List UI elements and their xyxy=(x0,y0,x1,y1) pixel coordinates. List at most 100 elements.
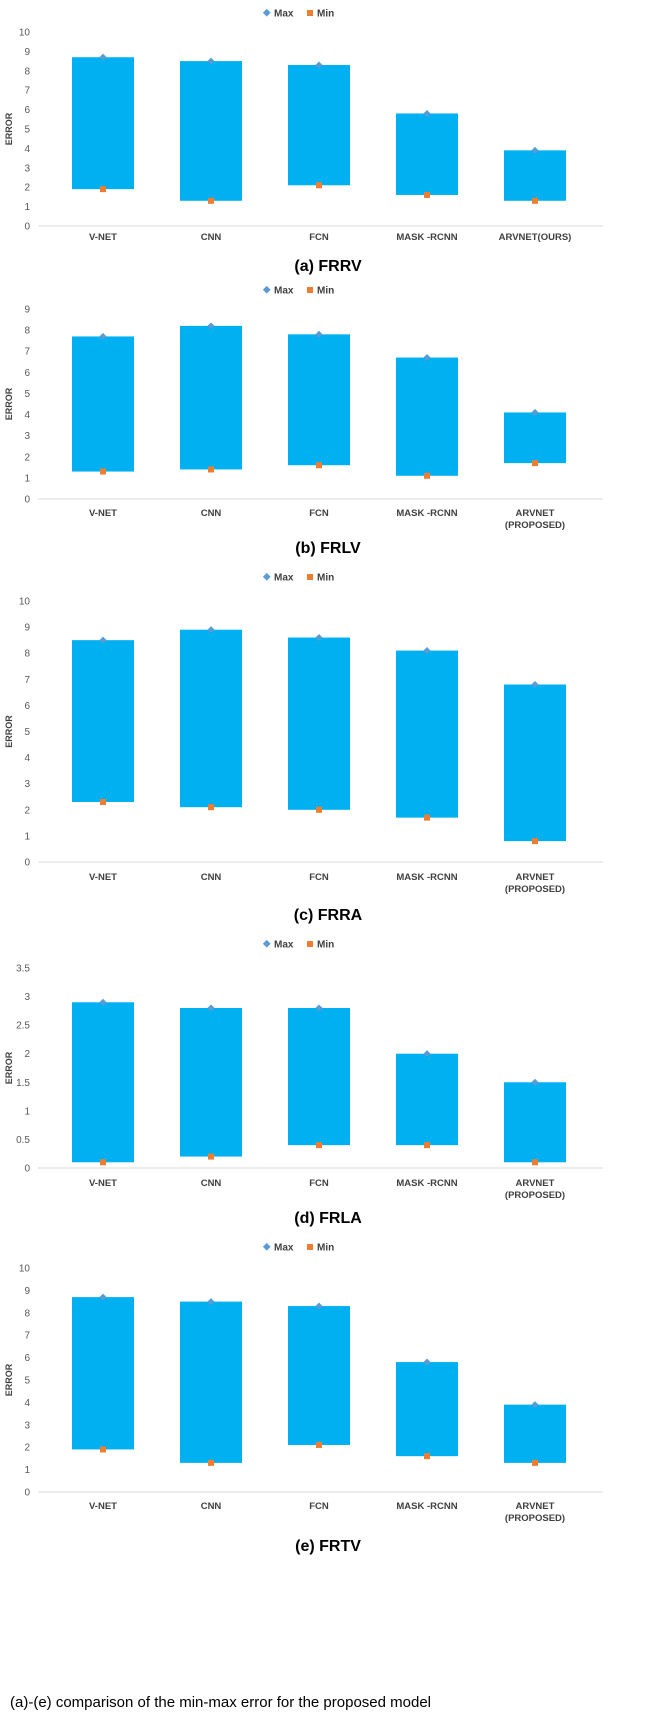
x-category-label: MASK -RCNN xyxy=(396,872,457,883)
y-tick-label: 2 xyxy=(24,805,30,816)
y-tick-label: 0 xyxy=(24,222,30,233)
range-bar-5 xyxy=(504,412,566,464)
range-bar-4 xyxy=(396,1362,458,1457)
y-tick-label: 9 xyxy=(24,1286,30,1297)
y-tick-label: 4 xyxy=(24,1398,30,1409)
x-category-label: FCN xyxy=(309,872,329,883)
max-marker-2 xyxy=(207,322,215,330)
legend-max-label: Max xyxy=(274,940,294,951)
range-bar-2 xyxy=(180,1008,242,1157)
y-tick-label: 9 xyxy=(24,305,30,316)
y-tick-label: 0 xyxy=(24,1488,30,1499)
max-marker-1 xyxy=(99,332,107,340)
y-tick-label: 4 xyxy=(24,144,30,155)
min-marker-2 xyxy=(208,197,214,204)
x-category-label: ARVNET (PROPOSED) xyxy=(505,1178,565,1201)
min-marker-4 xyxy=(424,814,430,821)
y-tick-label: 4 xyxy=(24,753,30,764)
x-category-label: FCN xyxy=(309,508,329,519)
legend-max-marker xyxy=(262,572,271,581)
x-category-label: FCN xyxy=(309,1178,329,1189)
max-marker-5 xyxy=(531,680,539,689)
legend-max-label: Max xyxy=(274,573,294,584)
y-tick-label: 1 xyxy=(24,1465,30,1476)
y-tick-label: 3 xyxy=(24,163,30,174)
legend: Max Min xyxy=(262,8,334,20)
min-marker-3 xyxy=(316,806,322,813)
y-tick-label: 0 xyxy=(24,1164,30,1175)
range-bar-2 xyxy=(180,61,242,201)
y-tick-label: 5 xyxy=(24,389,30,400)
max-marker-3 xyxy=(315,634,323,642)
x-category-label: MASK -RCNN xyxy=(396,232,457,243)
y-tick-label: 7 xyxy=(24,675,30,686)
range-bar-3 xyxy=(288,1306,350,1445)
range-bar-2 xyxy=(180,325,242,470)
x-category-label: CNN xyxy=(201,232,222,243)
y-tick-label: 8 xyxy=(24,649,30,660)
min-marker-2 xyxy=(208,1153,214,1160)
max-marker-3 xyxy=(315,61,323,69)
legend-max-marker xyxy=(262,939,271,948)
chart-panel-5: Max Min 0 1 2 3 4 5 6 7 8 9 10 ERROR V-NET CNN FCN MASK -… xyxy=(4,1243,603,1555)
chart-caption: (e) FRTV xyxy=(295,1538,361,1555)
chart-caption: (a) FRRV xyxy=(294,258,362,275)
y-tick-label: 4 xyxy=(24,410,30,421)
range-bar-4 xyxy=(396,113,458,195)
x-category-label: CNN xyxy=(201,1501,222,1512)
min-marker-1 xyxy=(100,468,106,475)
max-marker-3 xyxy=(315,1004,323,1012)
y-tick-label: 5 xyxy=(24,125,30,136)
max-marker-4 xyxy=(423,647,431,655)
x-category-label: ARVNET (PROPOSED) xyxy=(505,872,565,895)
legend-max-marker xyxy=(262,8,271,17)
y-tick-label: 10 xyxy=(19,597,31,608)
range-bar-3 xyxy=(288,637,350,810)
min-marker-3 xyxy=(316,182,322,189)
chart-caption: (b) FRLV xyxy=(295,540,361,557)
x-category-label: MASK -RCNN xyxy=(396,508,457,519)
min-marker-2 xyxy=(208,1459,214,1466)
legend-min-marker xyxy=(307,1244,313,1250)
range-bar-1 xyxy=(72,1002,134,1163)
y-tick-label: 9 xyxy=(24,47,30,58)
y-tick-label: 3 xyxy=(24,1420,30,1431)
range-bar-3 xyxy=(288,334,350,466)
legend-min-marker xyxy=(307,10,313,16)
x-category-label: V-NET xyxy=(89,872,117,883)
y-tick-label: 1 xyxy=(24,1106,30,1117)
min-marker-1 xyxy=(100,1159,106,1166)
min-marker-5 xyxy=(532,1459,538,1466)
figure-description-text: (a)-(e) comparison of the min-max error … xyxy=(10,1694,431,1711)
range-bar-1 xyxy=(72,640,134,802)
range-bar-1 xyxy=(72,1297,134,1450)
min-marker-4 xyxy=(424,191,430,198)
x-category-label: CNN xyxy=(201,508,222,519)
range-bar-2 xyxy=(180,629,242,808)
x-category-label: ARVNET(OURS) xyxy=(499,232,572,243)
y-axis-label: ERROR xyxy=(4,387,14,420)
chart-panel-2: Max Min 0 1 2 3 4 5 6 7 8 9 ERROR V-NET CNN FCN MASK -RC… xyxy=(4,286,603,557)
min-marker-4 xyxy=(424,1453,430,1460)
legend-min-label: Min xyxy=(317,286,334,297)
min-marker-5 xyxy=(532,460,538,467)
x-category-label: FCN xyxy=(309,1501,329,1512)
y-tick-label: 3 xyxy=(24,992,30,1003)
range-bar-5 xyxy=(504,684,566,842)
max-marker-5 xyxy=(531,146,539,154)
y-tick-label: 2.5 xyxy=(16,1021,30,1032)
legend-min-label: Min xyxy=(317,940,334,951)
max-marker-4 xyxy=(423,354,431,362)
y-tick-label: 10 xyxy=(19,1264,31,1275)
x-category-label: ARVNET (PROPOSED) xyxy=(505,508,565,531)
min-marker-5 xyxy=(532,1159,538,1166)
min-marker-1 xyxy=(100,798,106,805)
max-marker-2 xyxy=(207,57,215,65)
y-tick-label: 1.5 xyxy=(16,1078,30,1089)
y-tick-label: 0.5 xyxy=(16,1135,30,1146)
range-bar-2 xyxy=(180,1301,242,1463)
max-marker-1 xyxy=(99,998,107,1006)
range-bar-4 xyxy=(396,357,458,476)
min-marker-5 xyxy=(532,838,538,845)
